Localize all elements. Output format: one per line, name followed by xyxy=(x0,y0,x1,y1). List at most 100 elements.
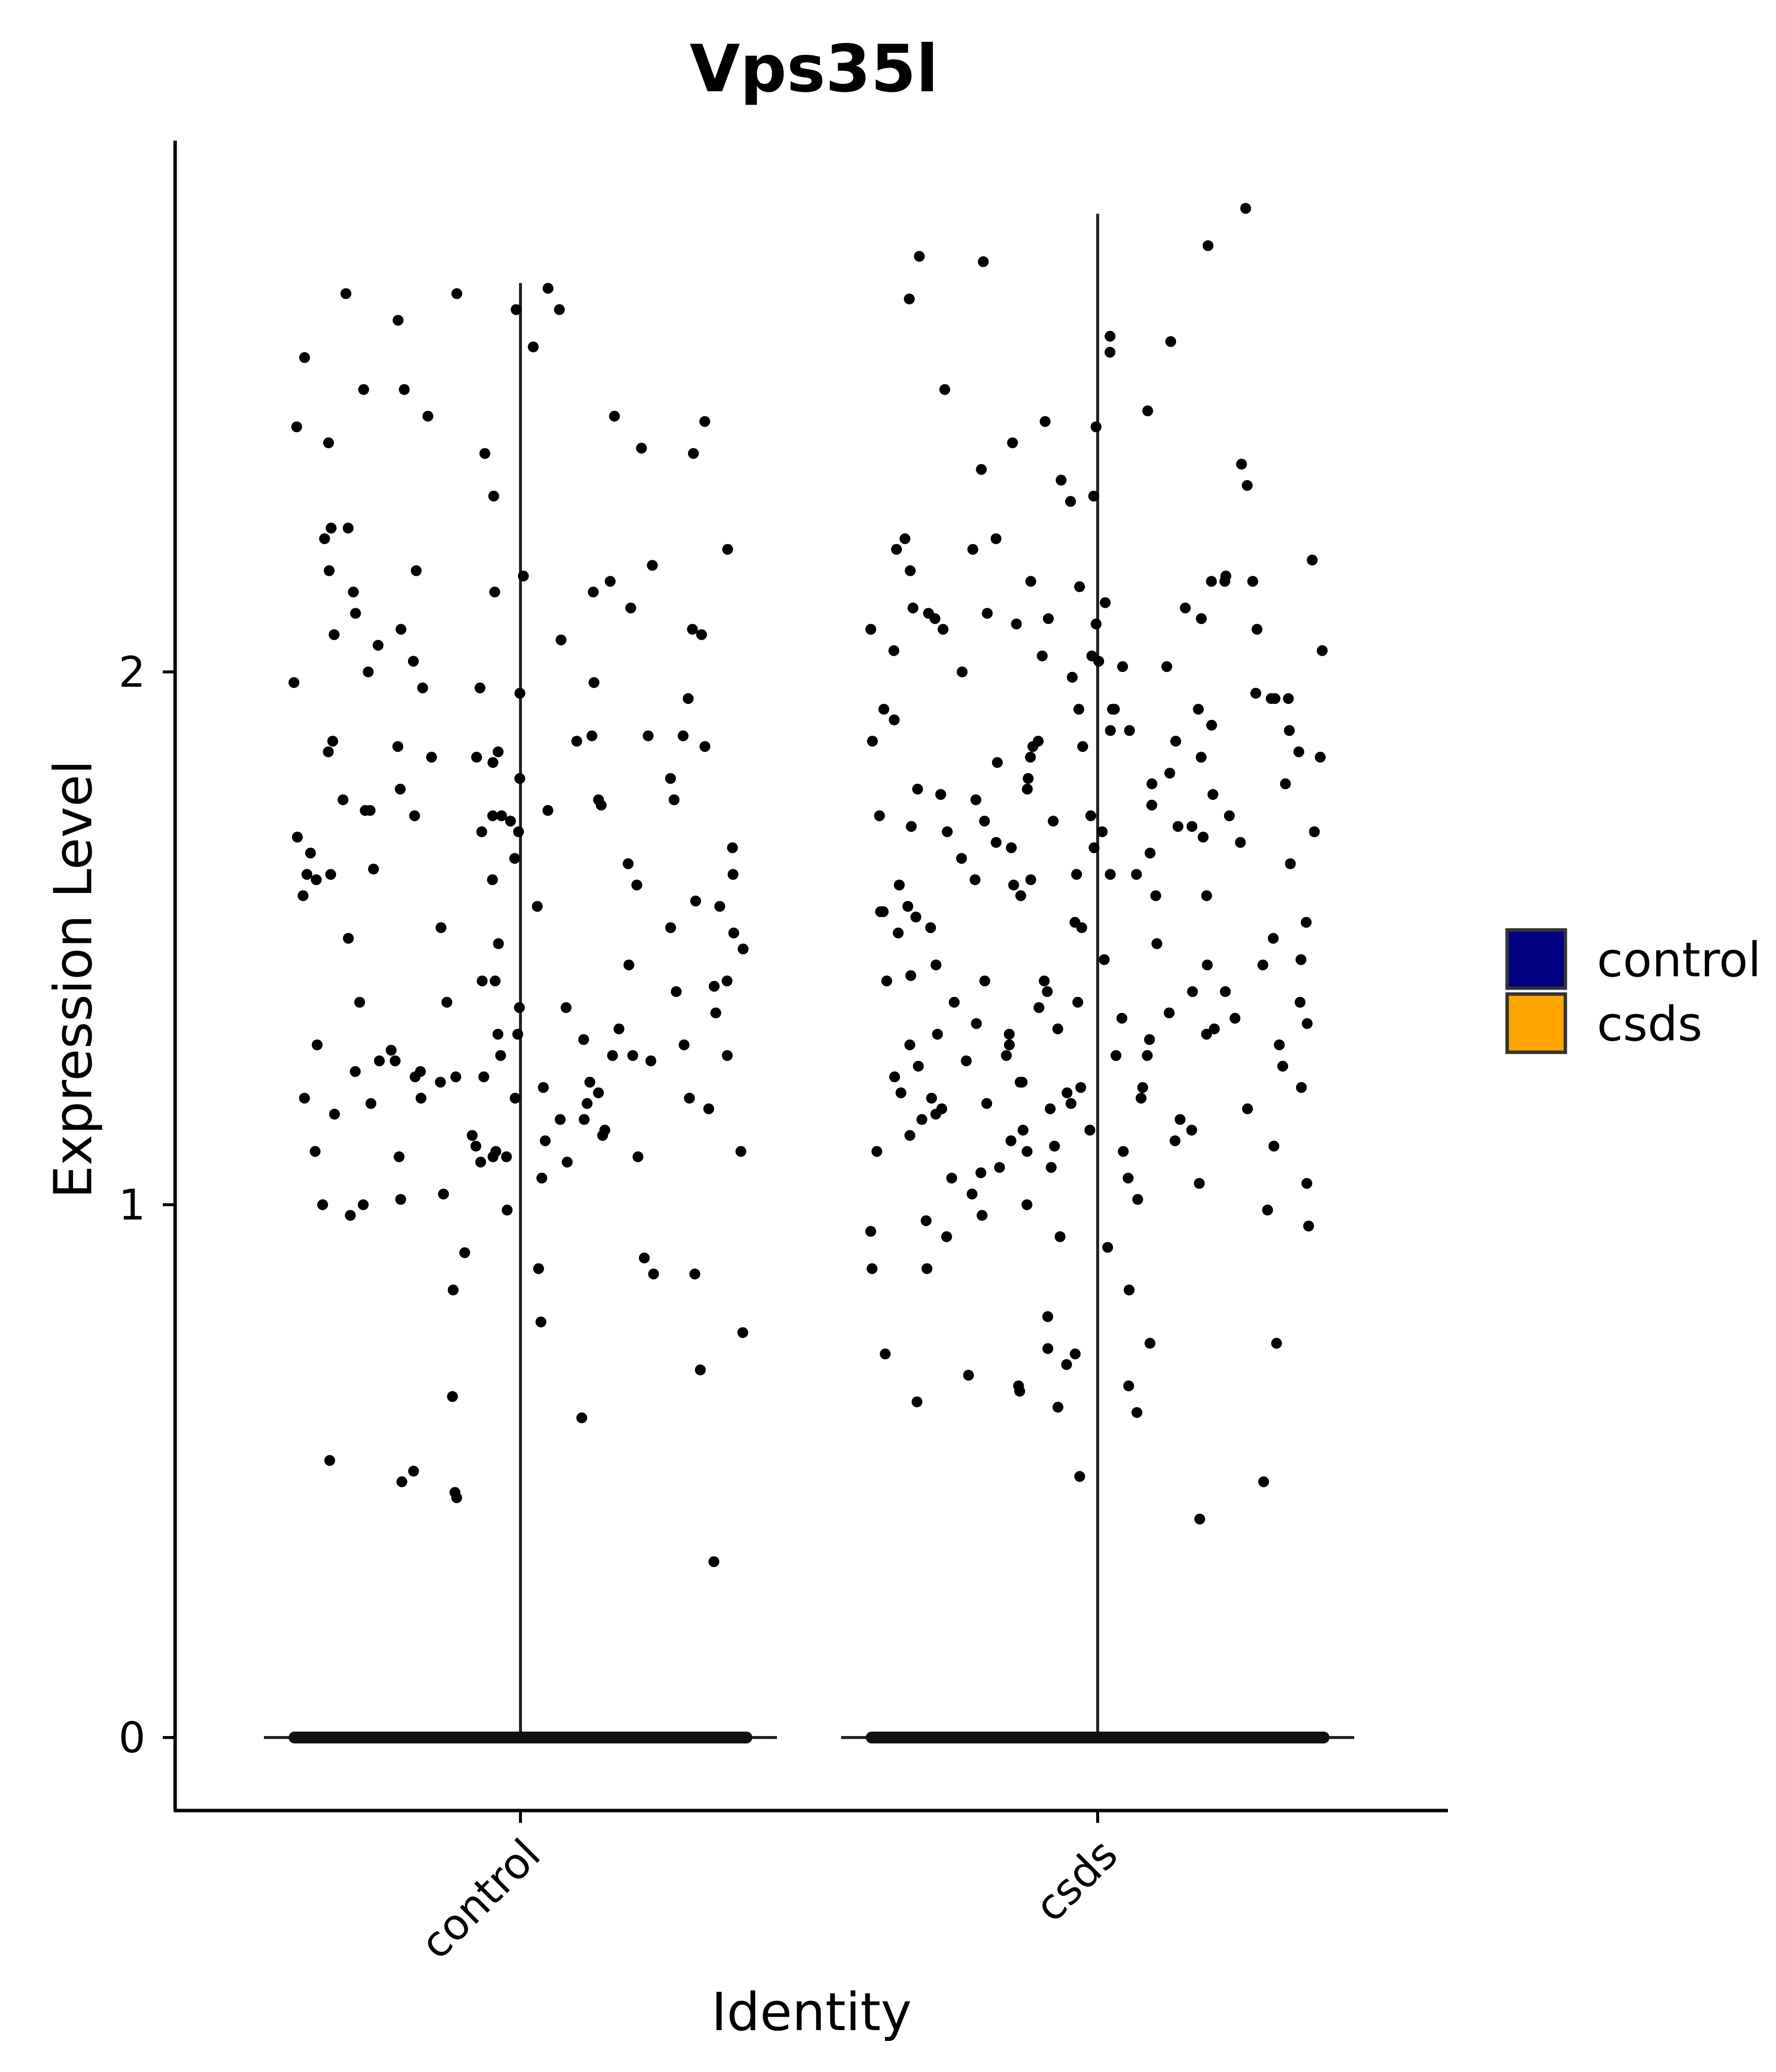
data-point xyxy=(738,943,749,955)
data-point xyxy=(714,901,725,912)
data-point xyxy=(1011,618,1022,629)
data-point xyxy=(324,1455,335,1466)
data-point xyxy=(1301,1018,1313,1029)
data-point xyxy=(395,1194,407,1205)
data-point xyxy=(501,1151,512,1162)
data-point xyxy=(1142,405,1153,416)
data-point xyxy=(561,1156,573,1168)
data-point xyxy=(979,975,991,987)
data-point xyxy=(963,1369,974,1381)
data-point xyxy=(299,352,310,363)
data-point xyxy=(1052,1023,1064,1035)
data-point xyxy=(1105,725,1116,736)
data-point xyxy=(1131,1407,1143,1418)
data-point xyxy=(721,975,733,987)
data-point xyxy=(542,283,554,294)
data-point xyxy=(311,874,322,886)
data-point xyxy=(348,587,359,597)
data-point xyxy=(1110,1050,1122,1061)
data-point xyxy=(358,384,370,395)
data-point xyxy=(922,1263,932,1274)
data-point xyxy=(1022,783,1033,795)
data-point xyxy=(978,256,989,267)
data-point xyxy=(889,1071,900,1082)
data-point xyxy=(417,682,428,694)
data-point xyxy=(1262,1204,1273,1216)
data-point xyxy=(538,1082,549,1093)
data-point xyxy=(932,1029,943,1040)
data-point xyxy=(1052,1402,1064,1413)
data-point xyxy=(475,1156,486,1168)
x-axis-title: Identity xyxy=(711,1982,912,2042)
data-point xyxy=(1124,725,1135,736)
data-point xyxy=(971,1018,982,1029)
data-point xyxy=(477,975,488,987)
data-point xyxy=(435,922,446,933)
data-point xyxy=(904,294,915,304)
data-point xyxy=(478,1071,489,1082)
data-point xyxy=(447,1391,458,1402)
data-point xyxy=(363,666,374,677)
data-point xyxy=(639,1253,650,1263)
data-point xyxy=(1195,751,1207,763)
data-point xyxy=(329,629,340,640)
data-point xyxy=(1136,1093,1147,1104)
data-point xyxy=(1006,842,1017,853)
data-point xyxy=(487,757,499,768)
data-point xyxy=(1021,1146,1033,1157)
data-point xyxy=(1315,751,1326,763)
data-point xyxy=(479,448,490,459)
data-point xyxy=(1293,746,1304,757)
data-point xyxy=(727,869,739,880)
data-point xyxy=(966,1188,978,1200)
data-point xyxy=(645,1055,657,1067)
data-point xyxy=(867,736,878,747)
data-point xyxy=(689,1268,701,1280)
data-point xyxy=(942,826,953,837)
data-point xyxy=(708,981,720,992)
data-point xyxy=(1008,880,1019,890)
data-point xyxy=(976,1210,988,1221)
data-point xyxy=(576,1412,588,1423)
data-point xyxy=(492,1029,504,1040)
data-point xyxy=(994,1162,1005,1173)
data-point xyxy=(914,251,925,262)
legend-swatch-control xyxy=(1505,928,1567,990)
data-point xyxy=(1061,1087,1073,1099)
data-point xyxy=(1240,203,1251,214)
data-point xyxy=(511,304,522,315)
data-point xyxy=(967,544,978,555)
data-point xyxy=(899,533,911,544)
data-point xyxy=(1086,650,1098,662)
data-point xyxy=(1047,815,1059,827)
data-point xyxy=(323,437,334,448)
data-point xyxy=(297,890,309,901)
data-point xyxy=(555,634,567,646)
data-point xyxy=(510,1093,521,1104)
data-point xyxy=(291,421,302,433)
data-point xyxy=(299,1093,310,1104)
data-point xyxy=(937,624,949,635)
data-point xyxy=(1175,1114,1186,1125)
data-point xyxy=(493,938,504,949)
data-point xyxy=(688,448,699,459)
data-point xyxy=(1003,1029,1015,1040)
data-point xyxy=(1186,821,1198,832)
data-point xyxy=(892,927,904,939)
data-point xyxy=(910,911,922,923)
data-point xyxy=(949,997,960,1008)
data-point xyxy=(487,1151,499,1162)
data-point xyxy=(623,858,634,869)
data-point xyxy=(1300,917,1312,928)
data-point xyxy=(324,565,335,576)
data-point xyxy=(1164,1007,1175,1019)
data-point xyxy=(916,1114,927,1125)
data-point xyxy=(487,874,498,886)
data-point xyxy=(533,1263,544,1274)
data-point xyxy=(1252,624,1262,635)
data-point xyxy=(1202,960,1213,970)
data-point xyxy=(1105,869,1116,880)
data-point xyxy=(441,997,452,1008)
